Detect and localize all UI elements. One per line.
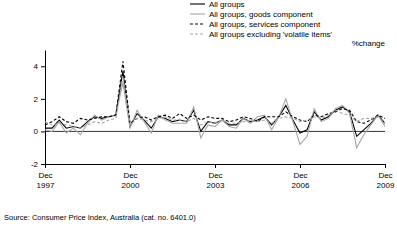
y-tick-mark	[41, 99, 45, 100]
y-tick: -2	[31, 160, 45, 169]
chart: -2 0 2 4 Dec1997 Dec2000 Dec2003 Dec2006 Dec2009…	[0, 0, 397, 227]
x-tick: Dec2003	[207, 164, 225, 190]
x-tick-mark	[130, 164, 131, 168]
x-tick: Dec1997	[37, 164, 55, 190]
x-tick-label: Dec2003	[207, 171, 225, 190]
y-tick-mark	[41, 131, 45, 132]
y-tick: 0	[34, 127, 45, 136]
x-tick-label: Dec2006	[292, 171, 310, 190]
x-tick-mark	[215, 164, 216, 168]
series-line	[45, 76, 385, 128]
x-tick-label: Dec2000	[122, 171, 140, 190]
x-tick-mark	[45, 164, 46, 168]
zero-line	[45, 131, 385, 132]
y-tick-label: 4	[34, 62, 39, 71]
legend-label: All groups, services component	[209, 20, 321, 29]
series-line	[45, 83, 385, 148]
source-note: Source: Consumer Price Index, Australia …	[4, 213, 196, 222]
x-tick: Dec2006	[292, 164, 310, 190]
y-tick-label: -2	[31, 160, 39, 169]
x-tick: Dec2000	[122, 164, 140, 190]
x-tick-mark	[385, 164, 386, 168]
y-tick-mark	[41, 164, 45, 165]
y-tick: 2	[34, 95, 45, 104]
legend: All groupsAll groups, goods componentAll…	[190, 0, 333, 39]
x-tick-label: Dec2009	[377, 171, 395, 190]
legend-label: All groups excluding 'volatile items'	[209, 30, 333, 39]
series-line	[45, 61, 385, 125]
y-tick-label: 2	[34, 95, 39, 104]
y-axis: -2 0 2 4	[31, 51, 46, 170]
legend-swatch	[190, 33, 205, 34]
legend-label: All groups, goods component	[209, 10, 313, 19]
x-axis: Dec1997 Dec2000 Dec2003 Dec2006 Dec2009	[37, 164, 395, 190]
y-tick-mark	[41, 66, 45, 67]
y-axis-title: %change	[352, 39, 386, 48]
legend-swatch	[190, 23, 205, 24]
y-tick-label: 0	[34, 127, 39, 136]
x-tick-label: Dec1997	[37, 171, 55, 190]
x-tick: Dec2009	[377, 164, 395, 190]
lines	[45, 61, 385, 147]
legend-swatch	[190, 3, 205, 4]
x-tick-mark	[300, 164, 301, 168]
y-axis-line	[45, 51, 46, 165]
legend-label: All groups	[209, 0, 245, 9]
y-tick: 4	[34, 62, 45, 71]
legend-swatch	[190, 13, 205, 14]
